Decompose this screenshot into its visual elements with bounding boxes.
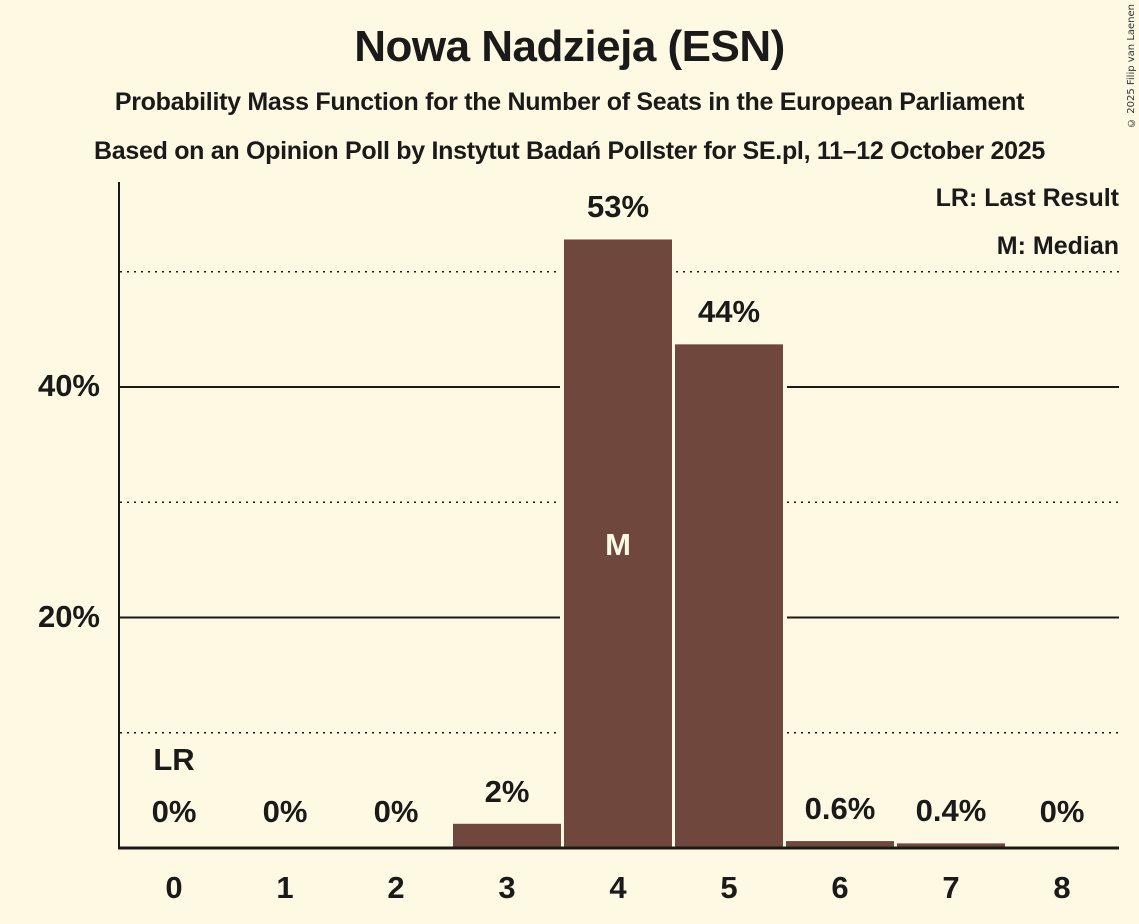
x-tick-label: 1 (276, 870, 294, 905)
bar-value-label: 53% (586, 189, 650, 225)
bar-6 (786, 841, 894, 848)
bar-value-label: 0% (1039, 794, 1085, 829)
bar-4 (564, 239, 672, 849)
y-tick-label: 40% (37, 368, 100, 403)
bar-value-label: 0.6% (804, 791, 876, 827)
x-tick-label: 0 (165, 870, 183, 905)
x-tick-label: 5 (720, 870, 738, 905)
bar-value-label: 0.4% (915, 793, 987, 829)
bar-value-label: 0% (151, 794, 197, 829)
bar-value-label: 2% (484, 773, 530, 809)
bar-3 (453, 823, 561, 848)
chart-subtitle: Probability Mass Function for the Number… (114, 88, 1025, 116)
x-tick-label: 7 (942, 870, 960, 905)
median-marker: M (605, 527, 631, 562)
x-tick-label: 8 (1053, 870, 1071, 905)
legend-median: M: Median (996, 232, 1119, 260)
gridlines (120, 270, 1119, 734)
y-tick-label: 20% (37, 598, 100, 634)
legend-last-result: LR: Last Result (935, 184, 1119, 212)
x-tick-label: 3 (498, 870, 516, 905)
bar-5 (675, 344, 783, 848)
x-tick-label: 6 (831, 870, 849, 905)
chart-title: Nowa Nadzieja (ESN) (354, 22, 785, 71)
bar-value-label: 0% (262, 794, 308, 829)
bar-value-label: 44% (697, 294, 761, 330)
x-tick-label: 4 (609, 870, 627, 905)
x-tick-label: 2 (387, 870, 405, 905)
bar-value-label: 0% (373, 794, 419, 829)
chart-source: Based on an Opinion Poll by Instytut Bad… (94, 137, 1045, 165)
last-result-marker: LR (153, 742, 195, 777)
bar-7 (897, 843, 1005, 848)
bars (453, 239, 1005, 849)
